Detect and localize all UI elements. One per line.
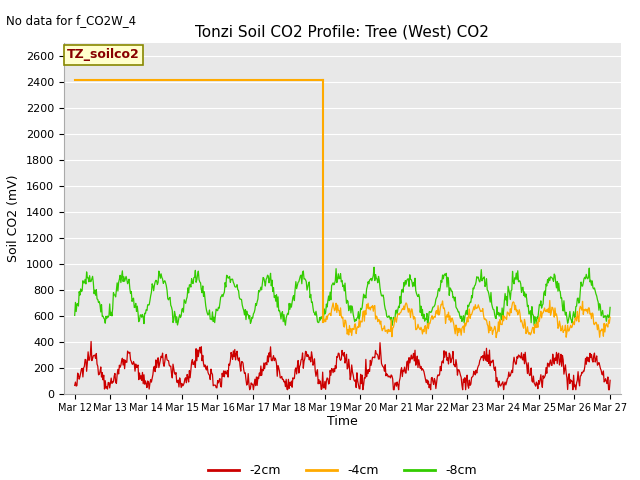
X-axis label: Time: Time: [327, 415, 358, 428]
Text: No data for f_CO2W_4: No data for f_CO2W_4: [6, 14, 136, 27]
Title: Tonzi Soil CO2 Profile: Tree (West) CO2: Tonzi Soil CO2 Profile: Tree (West) CO2: [195, 24, 490, 39]
Legend: -2cm, -4cm, -8cm: -2cm, -4cm, -8cm: [204, 459, 481, 480]
Y-axis label: Soil CO2 (mV): Soil CO2 (mV): [8, 175, 20, 262]
Text: TZ_soilco2: TZ_soilco2: [67, 48, 140, 61]
